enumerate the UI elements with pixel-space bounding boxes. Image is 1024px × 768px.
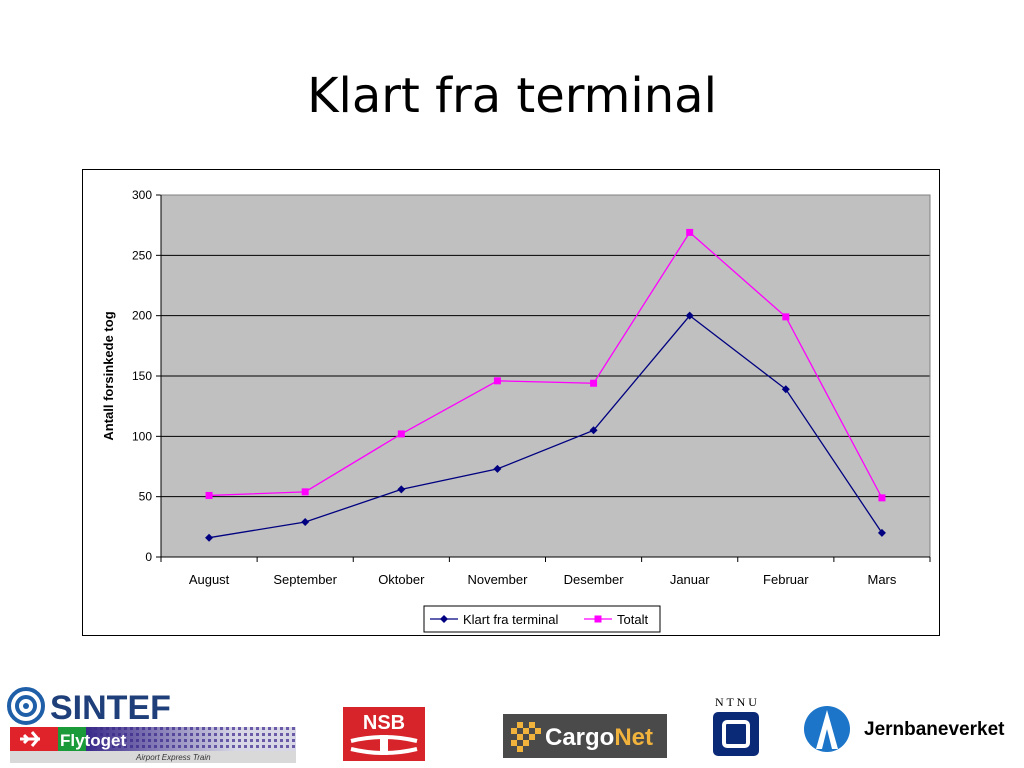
x-tick-label: August xyxy=(189,572,230,587)
y-tick-label: 100 xyxy=(132,429,152,443)
legend xyxy=(423,605,661,633)
x-tick-label: Januar xyxy=(670,572,710,587)
y-tick-label: 250 xyxy=(132,248,152,262)
footer-logos: SINTEF Flytoget Airport Express Train NS… xyxy=(0,675,1024,768)
data-point-totalt xyxy=(205,491,213,499)
legend-marker xyxy=(594,615,602,623)
legend-label: Totalt xyxy=(617,612,648,627)
x-tick-label: November xyxy=(467,572,528,587)
data-point-klart xyxy=(685,311,694,320)
nsb-wordmark: NSB xyxy=(363,712,405,734)
plane-icon xyxy=(20,731,40,747)
y-tick-label: 200 xyxy=(132,309,152,323)
nsb-logo: NSB xyxy=(343,707,425,761)
data-point-totalt xyxy=(878,494,886,502)
data-point-klart xyxy=(589,426,598,435)
flytoget-logo: Flytoget Airport Express Train xyxy=(10,727,296,763)
x-tick-label: Mars xyxy=(867,572,896,587)
slide-title: Klart fra terminal xyxy=(307,68,717,124)
cargonet-checker-icon xyxy=(511,722,541,752)
sintef-logo: SINTEF xyxy=(7,687,171,727)
data-point-klart xyxy=(877,528,886,537)
x-tick-label: September xyxy=(273,572,337,587)
legend-label: Klart fra terminal xyxy=(463,612,558,627)
series-line-klart xyxy=(208,314,883,539)
data-point-klart xyxy=(301,518,310,527)
legend-marker xyxy=(440,615,448,623)
svg-text:CargoNet: CargoNet xyxy=(545,724,653,751)
data-point-totalt xyxy=(493,377,501,385)
flytoget-wordmark: Flytoget xyxy=(60,731,126,750)
y-tick-label: 50 xyxy=(139,490,153,504)
y-axis-label: Antall forsinkede tog xyxy=(101,311,116,440)
data-point-totalt xyxy=(301,488,309,496)
y-tick-label: 0 xyxy=(145,550,152,564)
x-tick-label: Desember xyxy=(564,572,625,587)
data-point-totalt xyxy=(782,313,790,321)
cargonet-wordmark-cargo: Cargo xyxy=(545,724,614,751)
line-chart: 0 50 100 150 200 250 300 August September Oktober… xyxy=(101,188,931,633)
chart-area: 0 50 100 150 200 250 300 August September Oktober… xyxy=(82,169,940,636)
jernbaneverket-wordmark: Jernbaneverket xyxy=(864,719,1005,740)
x-tick-label: Oktober xyxy=(378,572,425,587)
jernbaneverket-logo: Jernbaneverket xyxy=(804,706,1005,752)
x-tick-label: Februar xyxy=(763,572,809,587)
y-tick-label: 150 xyxy=(132,369,152,383)
ntnu-wordmark: N T N U xyxy=(715,695,757,709)
cargonet-wordmark-net: Net xyxy=(614,724,653,751)
data-point-klart xyxy=(205,533,214,542)
data-point-klart xyxy=(397,485,406,494)
sintef-wordmark: SINTEF xyxy=(50,689,171,727)
series-line-totalt xyxy=(209,231,883,499)
flytoget-tagline: Airport Express Train xyxy=(135,753,211,762)
data-point-klart xyxy=(781,385,790,394)
cargonet-logo: CargoNet xyxy=(503,714,667,758)
data-point-klart xyxy=(493,464,502,473)
ntnu-logo: N T N U xyxy=(713,695,759,756)
data-point-totalt xyxy=(397,430,405,438)
y-tick-label: 300 xyxy=(132,188,152,202)
data-point-totalt xyxy=(590,379,598,387)
data-point-totalt xyxy=(686,228,694,236)
